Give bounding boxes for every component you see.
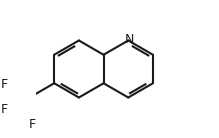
Text: F: F [1,78,8,91]
Text: N: N [125,33,134,46]
Text: F: F [1,103,8,116]
Text: F: F [29,118,36,131]
